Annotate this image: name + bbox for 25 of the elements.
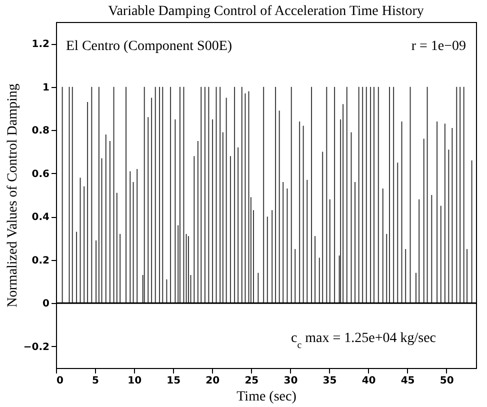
y-tick-label: 0 (42, 298, 50, 310)
x-axis-title: Time (sec) (236, 390, 297, 404)
x-tick-label: 50 (440, 376, 454, 386)
x-tick-label: 15 (166, 376, 181, 386)
y-tick-label: 0.6 (32, 168, 50, 180)
annotation: c$_{c}$ max = 1.25e+04 kg/sec (291, 331, 436, 350)
annotation: El Centro (Component S00E) (66, 39, 232, 54)
x-tick-label: 40 (362, 376, 376, 386)
x-tick-label: 20 (206, 376, 220, 386)
y-tick-label: 0.4 (32, 212, 50, 224)
x-tick-label: 30 (284, 376, 298, 386)
y-axis-title: Normalized Values of Control Damping (5, 84, 20, 308)
chart-title: Variable Damping Control of Acceleration Time History (108, 4, 424, 19)
y-tick-label: 1 (42, 82, 50, 94)
y-tick-label: 0.2 (32, 255, 50, 266)
x-tick-label: 45 (400, 376, 415, 386)
y-tick-label: −0.2 (23, 342, 50, 353)
annotation: r = 1e−09 (411, 39, 466, 54)
x-tick-label: 25 (244, 376, 259, 386)
x-tick-label: 10 (128, 376, 142, 386)
x-tick-label: 35 (322, 376, 337, 386)
y-tick-label: 1.2 (32, 39, 50, 50)
x-tick-label: 0 (56, 376, 64, 386)
x-tick-label: 5 (92, 376, 100, 386)
y-tick-label: 0.8 (32, 126, 50, 137)
